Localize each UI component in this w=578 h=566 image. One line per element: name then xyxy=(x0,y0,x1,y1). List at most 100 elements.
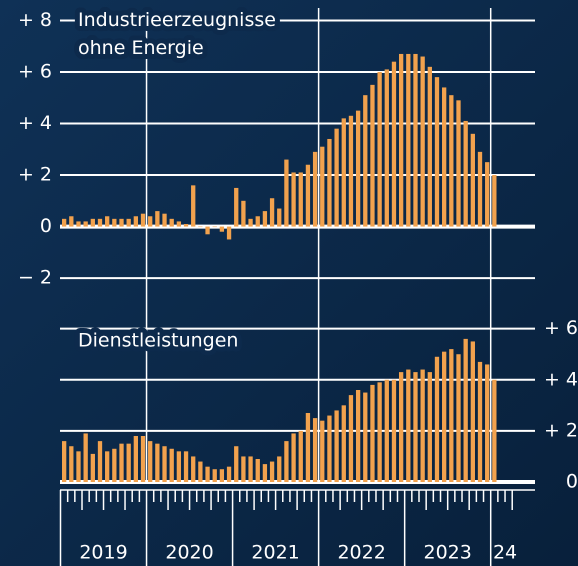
bar xyxy=(105,216,110,227)
x-tick-label: 2020 xyxy=(165,542,213,564)
bar xyxy=(485,162,490,227)
bar xyxy=(269,198,275,227)
bar xyxy=(420,369,425,482)
bar xyxy=(442,87,447,227)
bar xyxy=(83,433,88,482)
bar xyxy=(384,379,389,482)
bar xyxy=(119,443,124,482)
y-tick-label: + 8 xyxy=(18,9,52,31)
bar xyxy=(90,453,95,482)
bar xyxy=(398,372,404,482)
bar xyxy=(456,100,461,227)
bar xyxy=(76,451,81,482)
bar xyxy=(105,451,110,482)
bar xyxy=(291,433,296,482)
bar xyxy=(477,151,483,227)
bar xyxy=(241,456,246,482)
bar xyxy=(348,115,354,227)
bar xyxy=(298,172,303,227)
bar xyxy=(97,441,103,482)
bar xyxy=(126,218,131,227)
bar xyxy=(284,441,289,482)
y-tick-label: + 4 xyxy=(544,368,578,390)
bar xyxy=(83,221,88,227)
x-tick-label: 2022 xyxy=(337,542,385,564)
bar xyxy=(212,226,217,228)
bar xyxy=(470,133,475,227)
bar xyxy=(133,216,138,227)
bar xyxy=(69,446,74,482)
bar xyxy=(341,118,346,227)
x-tick-label: 2023 xyxy=(424,542,472,564)
bar xyxy=(269,461,275,482)
bar xyxy=(162,446,167,482)
bar xyxy=(162,213,167,227)
bar xyxy=(470,341,475,482)
bar xyxy=(126,443,131,482)
bar xyxy=(148,441,153,482)
bar xyxy=(133,436,138,482)
bar xyxy=(119,218,124,227)
bar xyxy=(355,110,361,227)
bar xyxy=(377,382,382,482)
bar xyxy=(140,436,146,482)
bar xyxy=(341,405,346,482)
bar xyxy=(348,395,354,482)
bar xyxy=(449,95,454,227)
bar xyxy=(191,185,196,227)
chart-title: Dienstleistungen xyxy=(78,330,238,352)
bar xyxy=(291,172,296,227)
bar xyxy=(148,216,153,227)
bar xyxy=(176,451,182,482)
y-tick-label: + 6 xyxy=(18,60,52,82)
y-tick-label: + 2 xyxy=(544,419,578,441)
bar xyxy=(370,84,375,227)
bar xyxy=(327,138,332,227)
bar xyxy=(320,420,325,482)
bar xyxy=(219,226,225,232)
bar xyxy=(255,216,260,227)
y-tick-label: + 6 xyxy=(544,317,578,339)
bar xyxy=(234,446,239,482)
bar xyxy=(112,448,117,482)
bar xyxy=(255,459,260,482)
x-tick-label: 24 xyxy=(493,542,517,564)
bar xyxy=(406,53,411,227)
bar xyxy=(97,218,103,227)
bar xyxy=(191,456,196,482)
bar xyxy=(212,469,217,482)
bar xyxy=(492,175,497,227)
bar xyxy=(76,221,81,227)
bar xyxy=(205,466,210,482)
bar xyxy=(370,384,375,482)
bar xyxy=(298,430,303,482)
bar xyxy=(413,372,418,482)
bar xyxy=(305,413,311,482)
y-tick-label: + 4 xyxy=(18,112,52,134)
bar xyxy=(492,379,497,482)
bar xyxy=(155,443,160,482)
bar xyxy=(226,226,232,240)
bar xyxy=(277,208,282,227)
bar xyxy=(449,349,454,482)
bar xyxy=(442,351,447,482)
bar xyxy=(485,364,490,482)
bar xyxy=(334,410,339,482)
bar xyxy=(90,218,95,227)
bar xyxy=(391,379,397,482)
bar xyxy=(62,441,67,482)
bar xyxy=(198,226,203,228)
bar xyxy=(363,95,368,227)
bar xyxy=(183,223,189,227)
bar xyxy=(477,361,483,482)
bar xyxy=(355,390,361,482)
bar xyxy=(456,354,461,482)
bar xyxy=(434,356,440,482)
bar xyxy=(463,338,468,482)
bar xyxy=(205,226,210,235)
bar xyxy=(434,77,440,227)
bar xyxy=(140,213,146,227)
bar xyxy=(406,369,411,482)
bar xyxy=(62,218,67,227)
bar xyxy=(420,56,425,227)
